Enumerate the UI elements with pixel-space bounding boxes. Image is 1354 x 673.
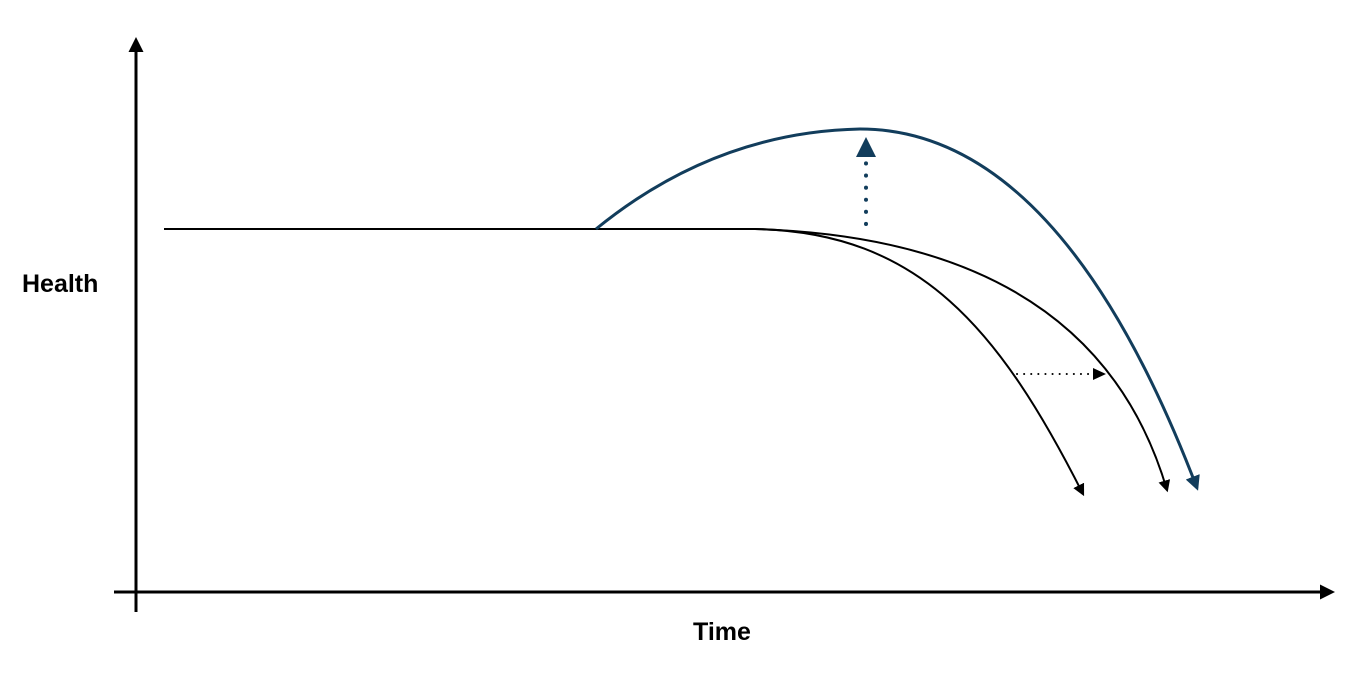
improved-health-curve [595,127,1200,491]
y-axis-label: Health [22,270,99,298]
health-increase-arrow-head [856,137,876,157]
baseline-decline-early [754,228,1085,497]
x-axis-label: Time [693,618,751,646]
delay-shift-arrow-head [1093,368,1106,380]
baseline-decline-delayed [754,228,1171,493]
